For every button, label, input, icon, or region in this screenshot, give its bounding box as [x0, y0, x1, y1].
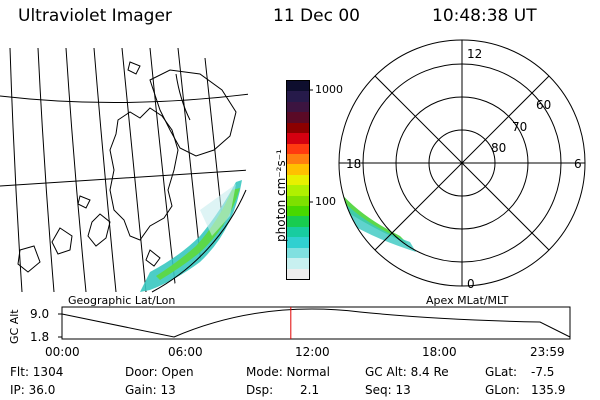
colorbar-swatch	[287, 122, 309, 134]
ip-info: IP: 36.0	[10, 383, 56, 397]
timeline-ylabel: GC Alt	[8, 309, 21, 344]
lat-label-60: 60	[536, 98, 552, 112]
lat-label-80: 80	[491, 141, 507, 155]
colorbar-swatch	[287, 101, 309, 113]
colorbar-swatch	[287, 143, 309, 154]
date-label: 11 Dec 00	[273, 6, 360, 26]
glon-label: GLon:	[485, 383, 520, 397]
gain-info: Gain: 13	[125, 383, 176, 397]
flight-info: Flt: 1304	[10, 365, 64, 379]
mlt-label-12: 12	[467, 47, 483, 61]
mlt-label-18: 18	[346, 157, 362, 171]
instrument-title: Ultraviolet Imager	[18, 6, 172, 26]
colorbar-tick-100: 100	[315, 195, 336, 208]
colorbar-swatch	[287, 268, 309, 280]
lat-label-70: 70	[512, 120, 528, 134]
colorbar-swatch	[287, 164, 309, 175]
timeline-xtick-0600: 06:00	[168, 345, 203, 359]
timeline-ytick-1-8: 1.8	[30, 330, 50, 344]
colorbar-swatch	[287, 185, 309, 196]
colorbar-swatch	[287, 133, 309, 144]
colorbar-swatch	[287, 91, 309, 102]
timeline-xtick-2359: 23:59	[530, 345, 565, 359]
glat-value: -7.5	[531, 365, 555, 379]
colorbar	[286, 80, 310, 280]
dsp-label: Dsp:	[246, 383, 274, 397]
seq-info: Seq: 13	[365, 383, 411, 397]
map-projection-label: Geographic Lat/Lon	[68, 294, 176, 307]
timeline-xtick-1800: 18:00	[422, 345, 457, 359]
mlt-label-0: 0	[467, 277, 475, 291]
glon-value: 135.9	[531, 383, 566, 397]
colorbar-swatch	[287, 226, 309, 238]
colorbar-swatch	[287, 258, 309, 269]
colorbar-swatch	[287, 247, 309, 259]
colorbar-swatch	[287, 206, 309, 217]
timeline-ytick-9: 9.0	[30, 307, 50, 321]
polar-coords-label: Apex MLat/MLT	[426, 294, 509, 307]
colorbar-swatch	[287, 81, 309, 92]
colorbar-swatch	[287, 237, 309, 248]
mlt-label-6: 6	[574, 157, 582, 171]
dsp-value: 2.1	[300, 383, 320, 397]
timeline-xtick-0000: 00:00	[45, 345, 80, 359]
timeline-xtick-1200: 12:00	[295, 345, 330, 359]
colorbar-swatch	[287, 195, 309, 207]
time-label: 10:48:38 UT	[432, 6, 537, 26]
colorbar-swatch	[287, 112, 309, 123]
glat-label: GLat:	[485, 365, 518, 379]
gc-alt-info: GC Alt: 8.4 Re	[365, 365, 449, 379]
door-info: Door: Open	[125, 365, 194, 379]
colorbar-tick-1000: 1000	[315, 83, 343, 96]
colorbar-swatch	[287, 153, 309, 165]
colorbar-swatch	[287, 174, 309, 186]
mode-info: Mode: Normal	[246, 365, 330, 379]
colorbar-swatch	[287, 216, 309, 227]
